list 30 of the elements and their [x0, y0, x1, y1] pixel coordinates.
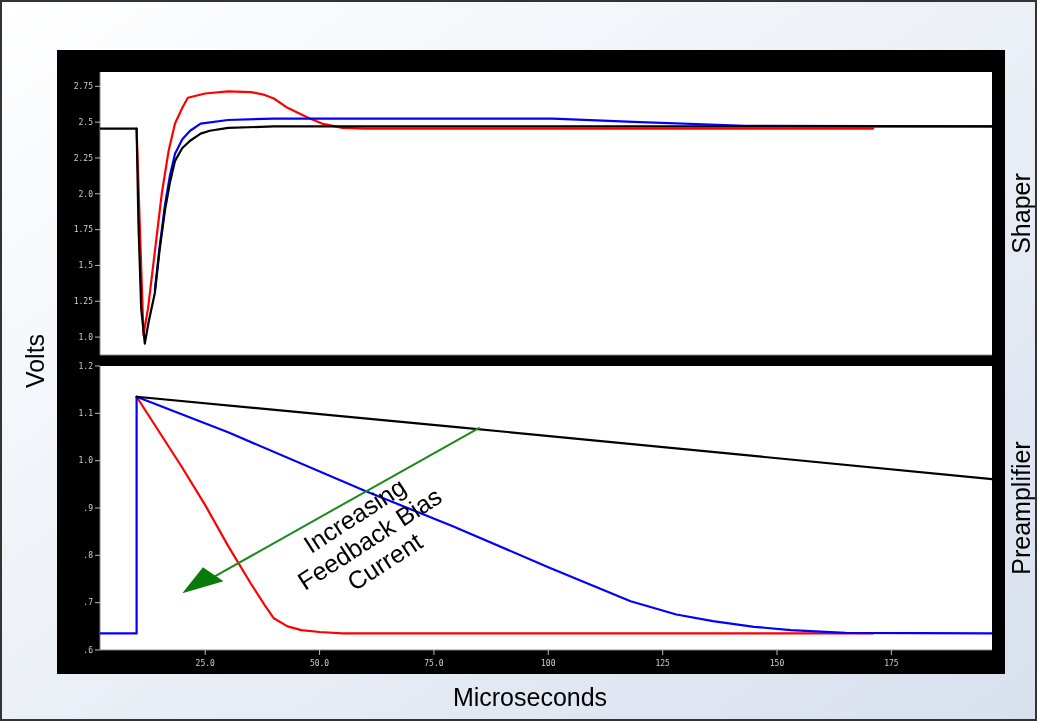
y-tick-label: 1.0 [78, 332, 94, 342]
y-tick-label: .8 [83, 551, 94, 561]
y-tick-label: .7 [83, 598, 94, 608]
line-series [135, 90, 875, 337]
y2-axis-title: Shaper [1007, 173, 1035, 254]
x-tick-label: 25.0 [195, 659, 216, 668]
y-tick-label: 1.1 [78, 409, 94, 419]
y-tick-label: 1.5 [78, 261, 94, 271]
x-tick-label: 50.0 [309, 659, 330, 668]
line-series [135, 395, 875, 635]
y-tick-label: .9 [83, 503, 94, 513]
y-tick-label: 2.75 [73, 82, 94, 92]
x-axis-title: Microseconds [452, 683, 608, 711]
y-tick-label: 1.2 [78, 361, 94, 371]
x-tick-label: 75.0 [424, 659, 444, 668]
y-tick-label: 2.5 [78, 117, 94, 127]
x-tick-label: 175 [884, 659, 899, 668]
y-axis-title: Volts [21, 333, 49, 389]
y-tick-label: 1.0 [78, 456, 94, 466]
x-tick-label: 150 [769, 659, 785, 668]
x-tick-label: 125 [655, 659, 671, 668]
y-tick-label: .6 [83, 645, 94, 655]
y-tick-label: 2.25 [73, 153, 94, 163]
y-tick-label: 1.25 [73, 297, 94, 307]
line-series [100, 125, 992, 345]
x-tick-label: 100 [541, 659, 556, 668]
line-series [100, 395, 992, 635]
y-tick-label: 2.0 [78, 189, 94, 199]
y2-axis-title: Preamplifier [1007, 441, 1035, 575]
y-tick-label: 1.75 [73, 225, 94, 235]
